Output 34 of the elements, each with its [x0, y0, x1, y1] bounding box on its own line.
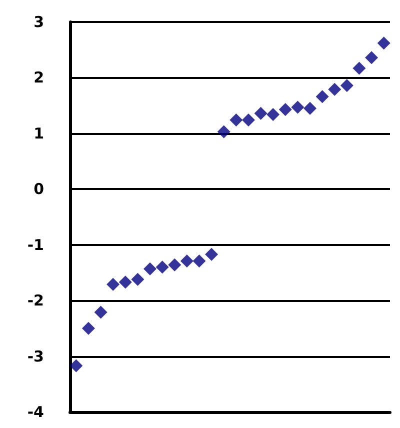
- point: [254, 106, 268, 120]
- point: [266, 108, 280, 121]
- point: [291, 100, 304, 114]
- y-tick-label: 0: [34, 180, 44, 198]
- point: [230, 114, 243, 127]
- point: [131, 272, 144, 286]
- y-tick-label: -1: [27, 236, 44, 254]
- point: [304, 102, 316, 115]
- y-tick-label: 1: [34, 124, 44, 142]
- point: [82, 322, 95, 335]
- point: [377, 36, 390, 50]
- point: [278, 102, 292, 116]
- point: [118, 276, 132, 289]
- point: [328, 82, 342, 96]
- point: [352, 62, 366, 75]
- y-tick-label: -3: [27, 347, 44, 366]
- y-tick-label: 3: [34, 13, 44, 31]
- point: [217, 125, 230, 138]
- point: [365, 51, 378, 64]
- y-tick-label: 2: [34, 68, 44, 87]
- point: [180, 254, 194, 268]
- point: [168, 258, 182, 272]
- point: [316, 90, 329, 104]
- y-tick-label: -4: [27, 403, 44, 421]
- point: [144, 262, 156, 276]
- point: [156, 260, 169, 274]
- point: [106, 278, 120, 291]
- point: [340, 79, 354, 92]
- point: [192, 254, 206, 268]
- point: [70, 359, 83, 372]
- point: [242, 114, 255, 127]
- point: [94, 306, 108, 319]
- y-tick-label: -2: [27, 292, 44, 310]
- point: [205, 248, 218, 261]
